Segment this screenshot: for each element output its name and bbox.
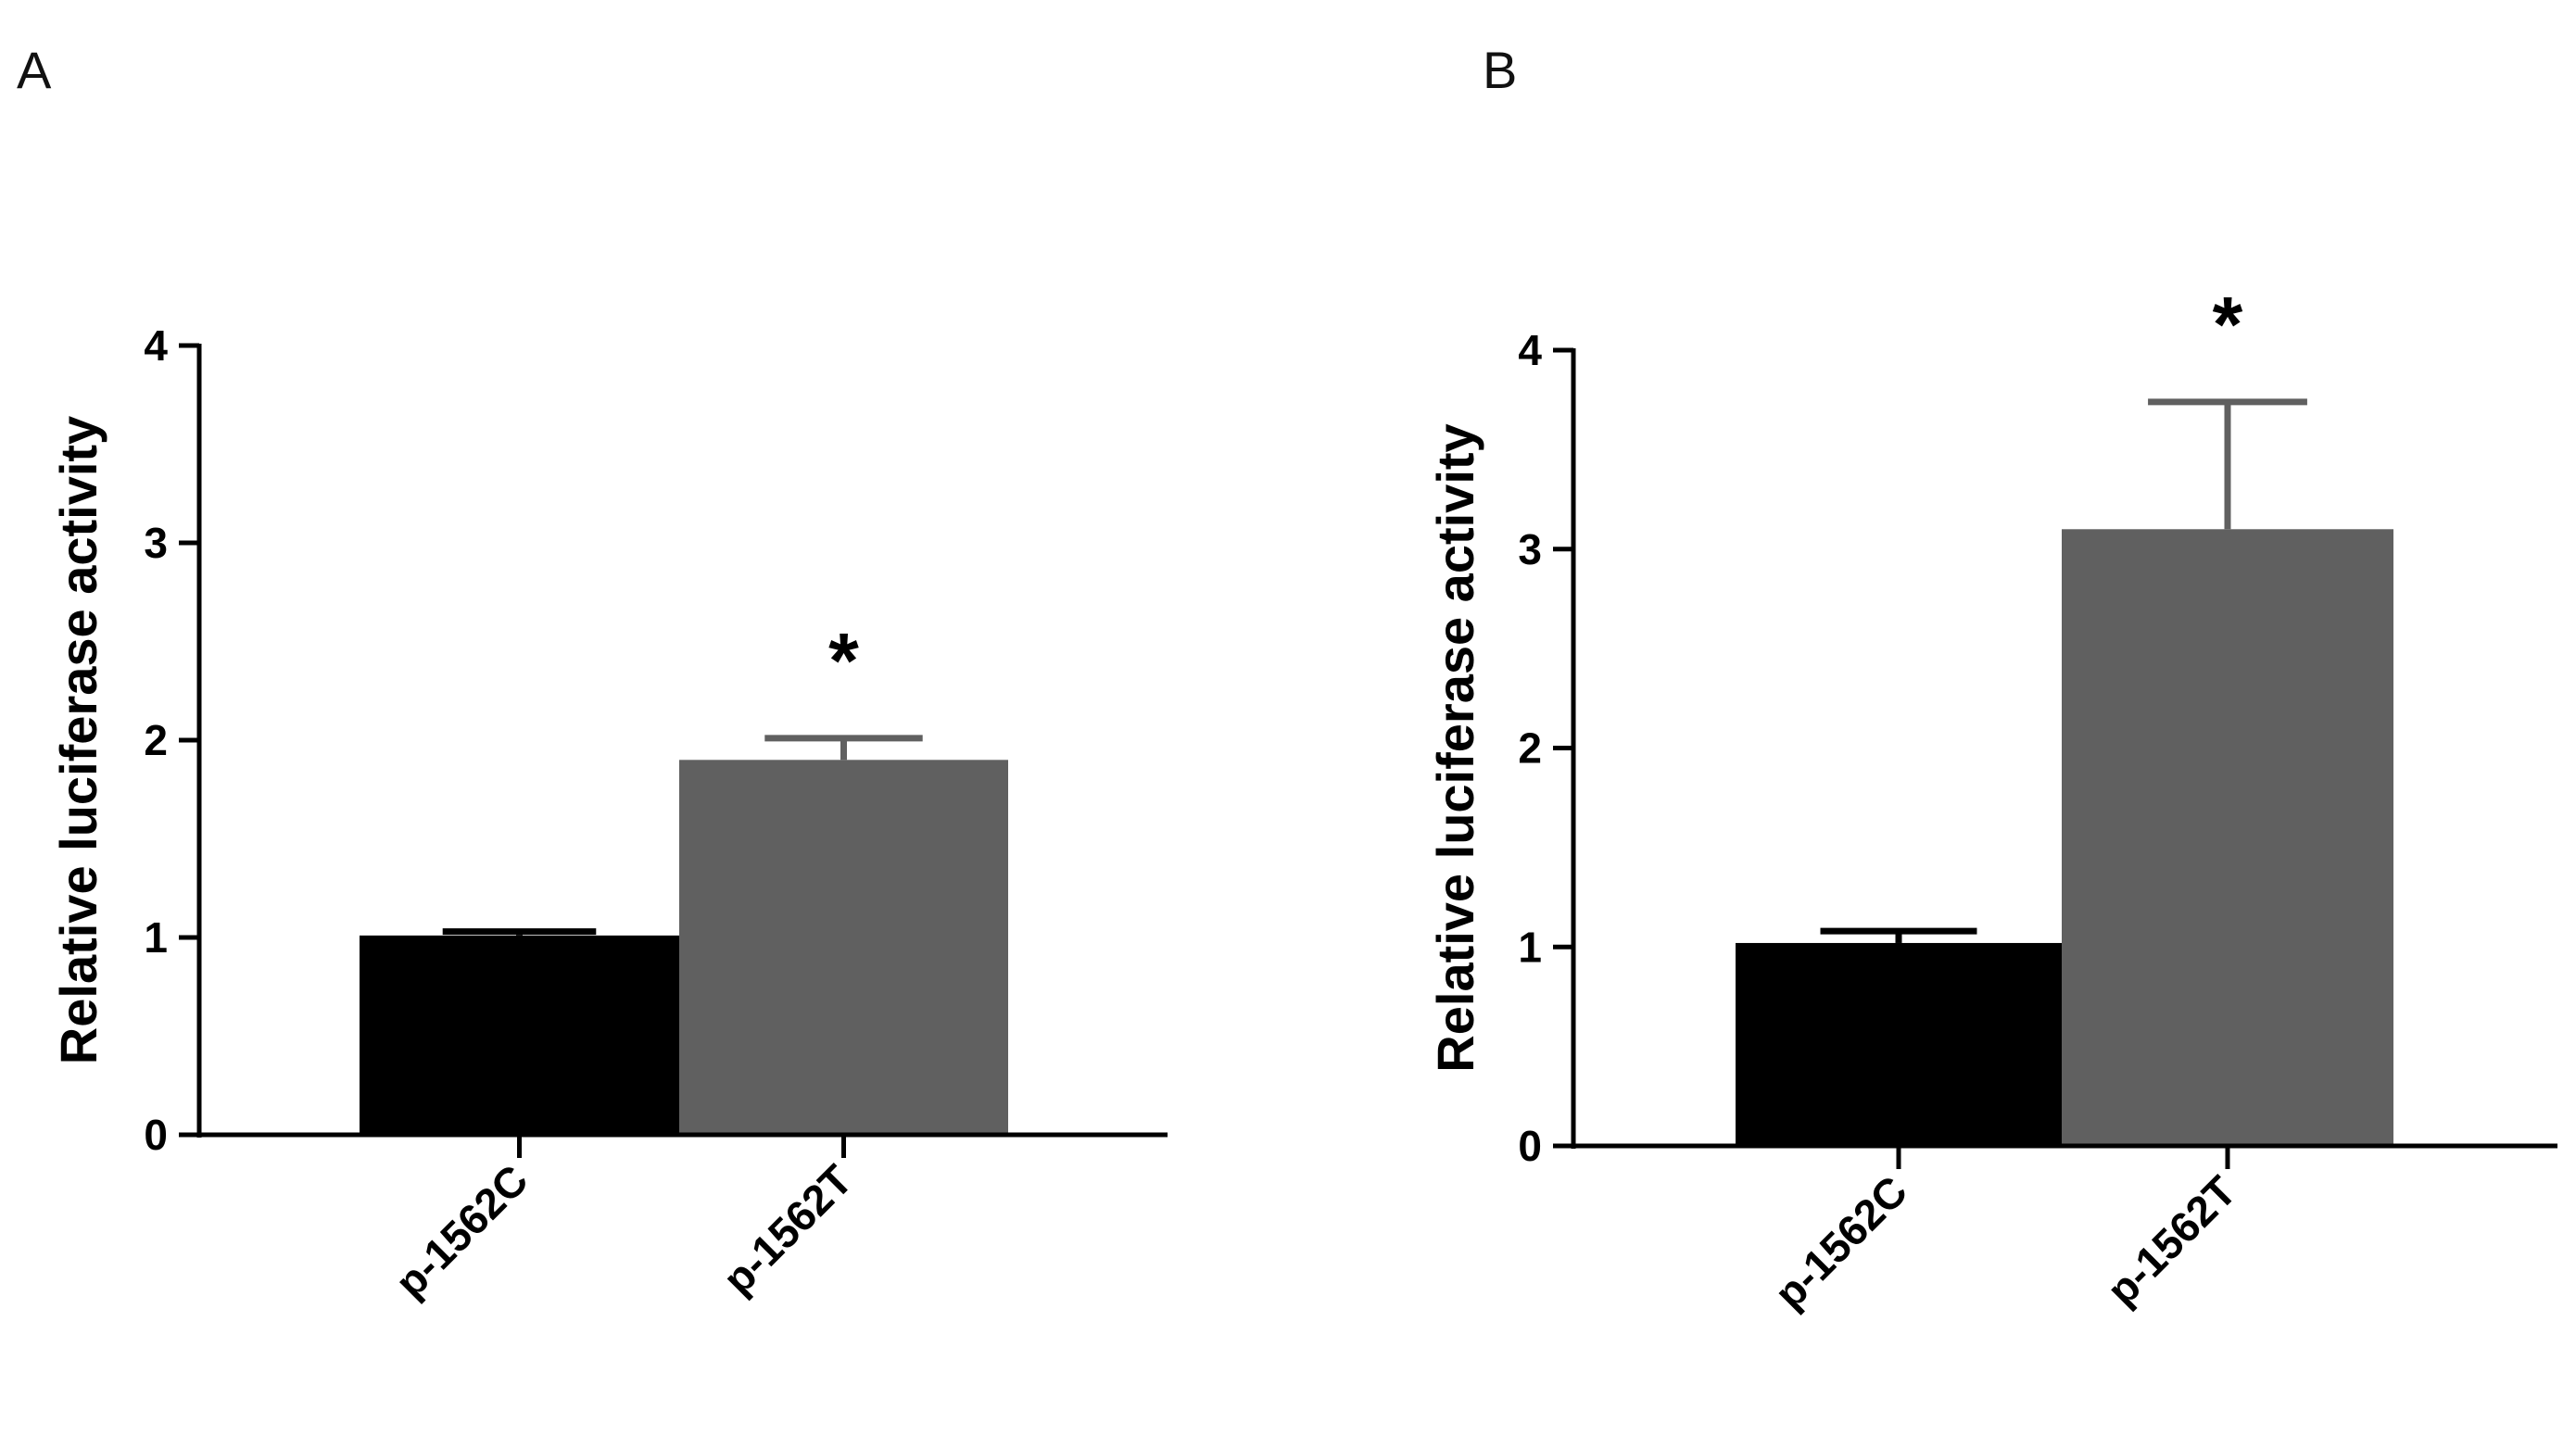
y-tick-label: 4 (144, 321, 168, 370)
y-tick-label: 2 (1518, 724, 1542, 773)
y-tick-label: 0 (144, 1111, 168, 1159)
y-tick-label: 3 (144, 519, 168, 567)
bar-p-1562c (1736, 942, 2062, 1146)
significance-marker: * (2213, 281, 2243, 368)
y-tick-label: 3 (1518, 525, 1542, 573)
panel-letter: B (1483, 41, 1517, 99)
x-tick-label: p-1562C (385, 1155, 537, 1306)
bar-p-1562c (360, 935, 679, 1135)
x-tick-label: p-1562T (713, 1155, 862, 1303)
y-tick-label: 4 (1518, 326, 1542, 374)
chart-panel-b: B * 0 1 2 3 4 p-1562C p-1562T Relative luciferase… (1426, 41, 2557, 1318)
y-tick-label: 1 (144, 913, 168, 962)
y-tick-label: 2 (144, 716, 168, 764)
chart-panel-a: A * 0 1 2 3 4 p-1562C p-1562T Relative luciferase… (17, 41, 1168, 1307)
bar-p-1562t (2062, 529, 2393, 1146)
x-tick-label: p-1562T (2097, 1166, 2245, 1314)
significance-marker: * (828, 617, 859, 704)
y-axis-title: Relative luciferase activity (49, 416, 107, 1064)
bar-p-1562t (679, 760, 1008, 1135)
panel-letter: A (17, 41, 52, 99)
y-tick-label: 0 (1518, 1122, 1542, 1170)
y-axis-title: Relative luciferase activity (1426, 423, 1484, 1072)
y-tick-label: 1 (1518, 923, 1542, 971)
x-tick-label: p-1562C (1765, 1166, 1916, 1317)
